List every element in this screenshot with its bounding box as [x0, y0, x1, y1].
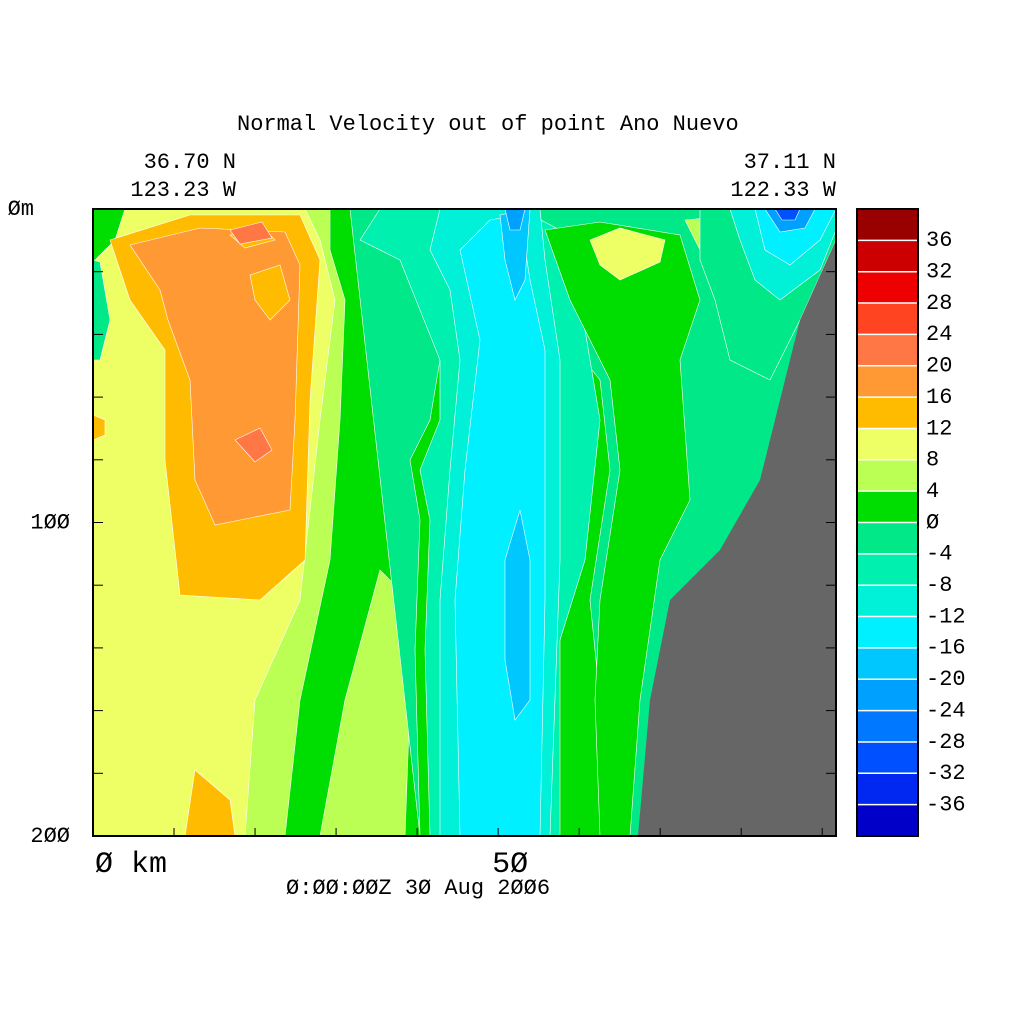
x-tick-label: Ø km [95, 848, 167, 882]
colorbar-label: 20 [926, 354, 952, 379]
colorbar-band [857, 773, 918, 805]
colorbar-band [857, 804, 918, 836]
time-label: Ø:ØØ:ØØZ 3Ø Aug 2ØØ6 [286, 876, 550, 901]
contour-region [589, 227, 666, 281]
colorbar-band [857, 679, 918, 711]
colorbar-label: -36 [926, 792, 966, 817]
colorbar-band [857, 365, 918, 398]
left-lon: 123.23 W [130, 178, 236, 203]
colorbar-band [857, 271, 918, 304]
right-lat: 37.11 N [744, 150, 836, 175]
colorbar-label: -28 [926, 730, 966, 755]
colorbar-band [857, 303, 918, 335]
colorbar-label: 12 [926, 416, 952, 441]
colorbar-label: -32 [926, 761, 966, 786]
colorbar-label: 16 [926, 385, 952, 410]
contour-region [229, 221, 273, 245]
colorbar-label: -16 [926, 636, 966, 661]
land-mask [638, 240, 836, 836]
colorbar-band [857, 647, 918, 680]
colorbar-band [857, 428, 918, 460]
colorbar-band [857, 585, 918, 617]
x-tick-label: 5Ø [492, 848, 528, 882]
colorbar-band [857, 741, 918, 774]
colorbar-label: -4 [926, 542, 952, 567]
colorbar-band [857, 553, 918, 586]
y-tick-label: 1ØØ [30, 510, 70, 535]
colorbar-band [857, 334, 918, 366]
colorbar-label: 28 [926, 291, 952, 316]
colorbar-label: -8 [926, 573, 952, 598]
colorbar-band [857, 397, 918, 429]
colorbar-frame [856, 208, 919, 837]
y-tick-label: Øm [8, 197, 34, 222]
colorbar-band [857, 240, 918, 272]
colorbar-label: 8 [926, 448, 939, 473]
colorbar-band [857, 710, 918, 742]
contour-region [249, 264, 291, 321]
contour-region [234, 427, 273, 463]
colorbar-label: -20 [926, 667, 966, 692]
contour-region [504, 509, 531, 721]
right-lon: 122.33 W [730, 178, 836, 203]
colorbar-label: 4 [926, 479, 939, 504]
colorbar-band [857, 491, 918, 523]
colorbar-label: 36 [926, 228, 952, 253]
colorbar-band [857, 459, 918, 492]
chart-title: Normal Velocity out of point Ano Nuevo [237, 112, 739, 137]
y-tick-label: 2ØØ [30, 824, 70, 849]
colorbar-band [857, 616, 918, 648]
colorbar-band [857, 522, 918, 554]
colorbar-band [857, 209, 918, 241]
left-lat: 36.70 N [144, 150, 236, 175]
contour-region [544, 221, 701, 837]
colorbar-label: Ø [926, 510, 939, 535]
colorbar-label: 24 [926, 322, 952, 347]
colorbar-label: 32 [926, 260, 952, 285]
colorbar-label: -12 [926, 604, 966, 629]
colorbar-label: -24 [926, 698, 966, 723]
